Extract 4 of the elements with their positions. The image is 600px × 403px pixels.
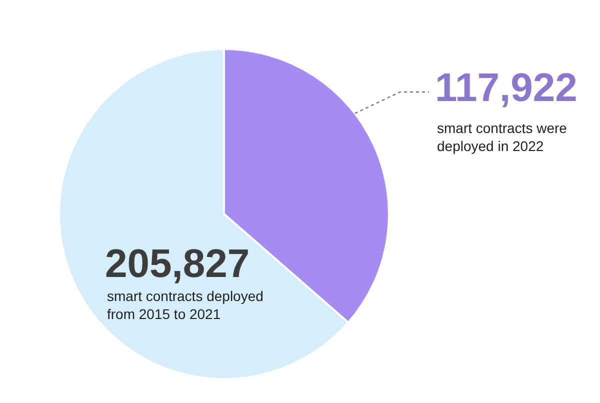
data-label: 117,922 xyxy=(435,66,578,110)
slice-label: smart contracts were deployed in 2022 xyxy=(437,120,568,154)
slice-label: smart contracts deployed from 2015 to 2021 xyxy=(107,288,264,322)
data-label: 205,827 xyxy=(105,242,250,286)
